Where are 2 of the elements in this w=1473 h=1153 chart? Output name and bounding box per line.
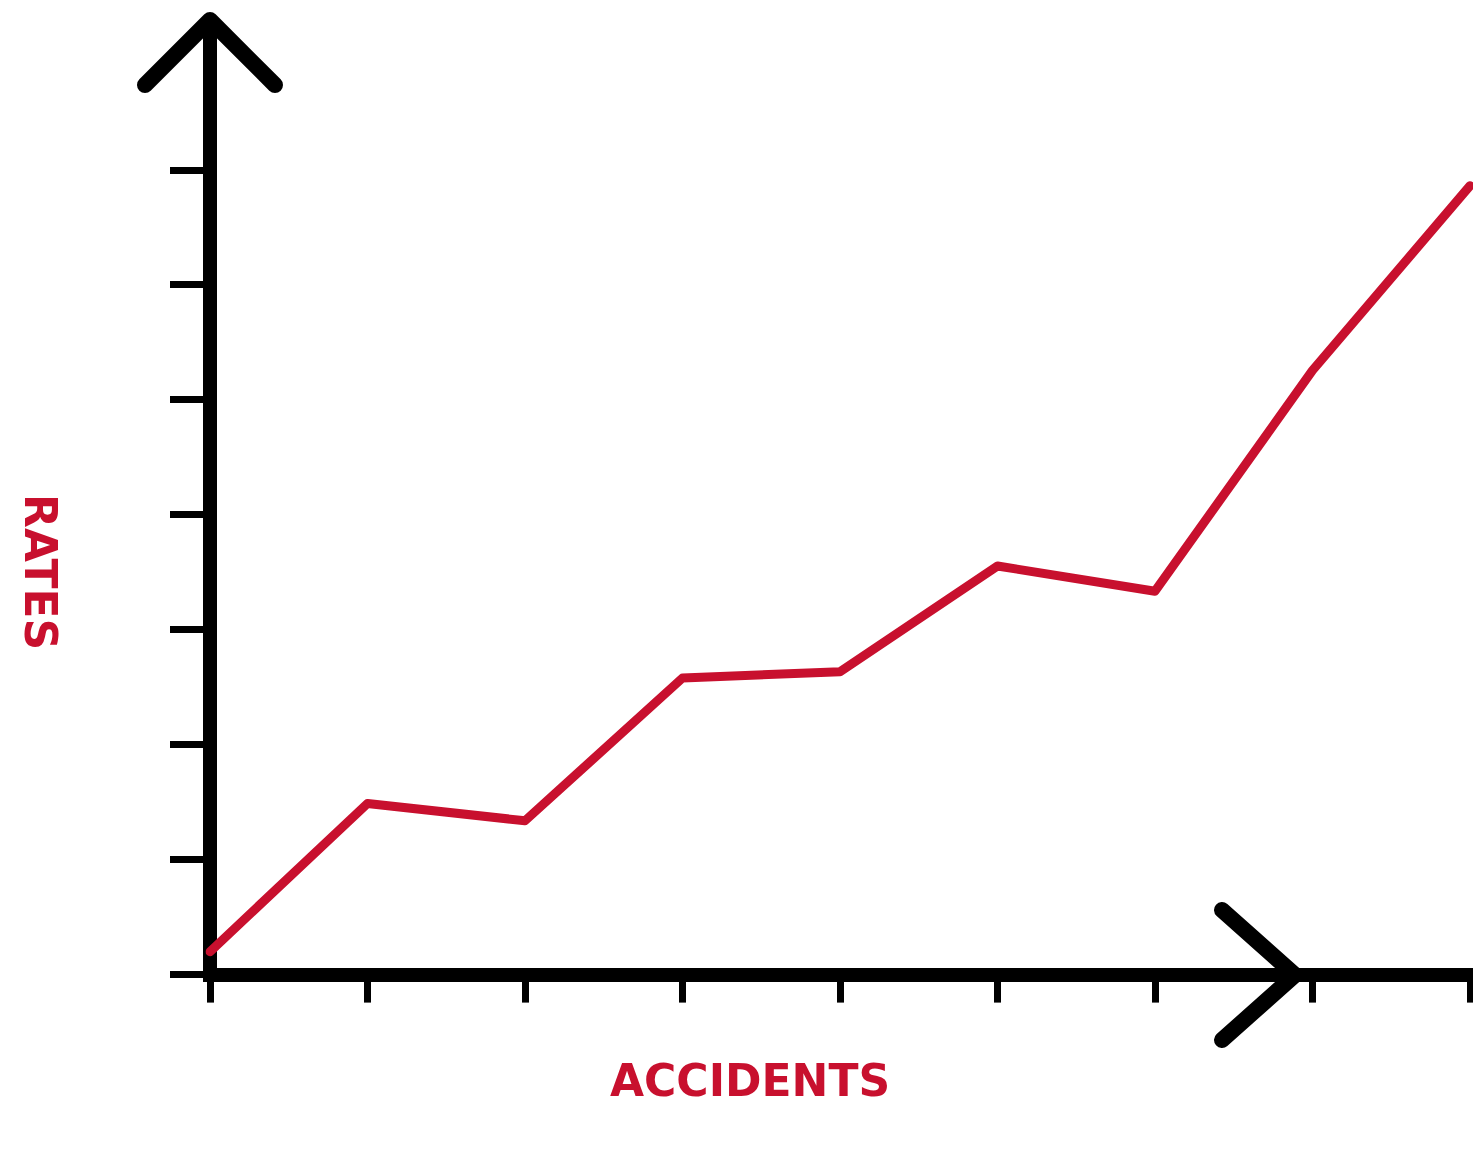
y-axis-title: RATES [15,494,66,651]
x-axis-title: ACCIDENTS [610,1054,891,1106]
